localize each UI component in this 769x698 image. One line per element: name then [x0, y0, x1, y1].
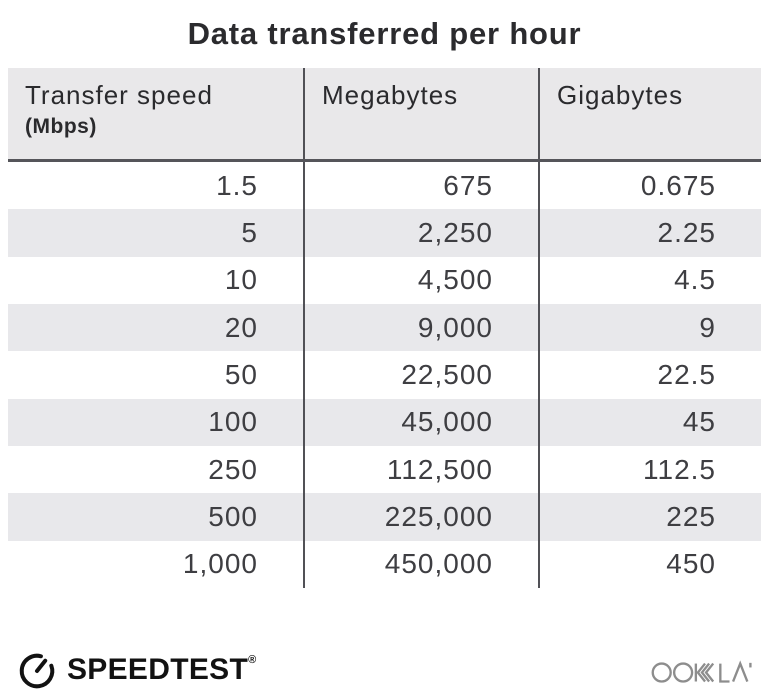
cell-speed: 250	[208, 453, 258, 485]
cell-megabytes: 4,500	[303, 256, 538, 304]
table-row: 500 225,000 225	[8, 493, 761, 541]
cell-megabytes: 9,000	[303, 303, 538, 352]
ookla-logo	[651, 659, 752, 683]
cell-gigabytes: 22.5	[538, 351, 761, 399]
page-title: Data transferred per hour	[187, 16, 582, 51]
cell-gigabytes: 2.25	[538, 209, 761, 257]
cell-gigabytes: 0.675	[538, 162, 761, 210]
cell-speed: 1,000	[182, 548, 258, 580]
speedometer-gauge-icon	[19, 653, 55, 689]
cell-megabytes: 2,250	[303, 209, 538, 257]
table-row: 10 4,500 4.5	[8, 256, 761, 304]
table-row: 20 9,000 9	[8, 303, 761, 352]
cell-gigabytes: 4.5	[538, 256, 761, 304]
cell-megabytes: 45,000	[303, 398, 538, 446]
cell-speed: 100	[208, 406, 258, 438]
table-header-row: Transfer speed (Mbps) Megabytes Gigabyte…	[8, 68, 761, 162]
table-row: 1,000 450,000 450	[8, 540, 761, 588]
speedtest-label: SPEEDTEST	[67, 653, 249, 686]
speedtest-logo: SPEEDTEST®	[16, 649, 256, 691]
speedtest-wordmark: SPEEDTEST®	[67, 653, 256, 687]
cell-gigabytes: 225	[538, 493, 761, 541]
footer: SPEEDTEST®	[16, 646, 755, 694]
header-megabytes: Megabytes	[303, 68, 538, 159]
cell-speed: 20	[224, 311, 258, 343]
cell-gigabytes: 9	[538, 303, 761, 352]
table-row: 250 112,500 112.5	[8, 445, 761, 494]
cell-megabytes: 675	[303, 162, 538, 210]
registered-trademark-icon: ®	[248, 654, 257, 666]
cell-gigabytes: 45	[538, 398, 761, 446]
header-gigabytes: Gigabytes	[538, 68, 761, 159]
cell-megabytes: 22,500	[303, 351, 538, 399]
cell-gigabytes: 112.5	[538, 445, 761, 494]
cell-speed: 10	[224, 264, 258, 296]
header-transfer-speed-label: Transfer speed	[25, 80, 213, 110]
cell-speed: 5	[241, 216, 258, 248]
table-row: 5 2,250 2.25	[8, 209, 761, 257]
data-table: Transfer speed (Mbps) Megabytes Gigabyte…	[8, 68, 761, 588]
table-row: 50 22,500 22.5	[8, 351, 761, 399]
cell-megabytes: 450,000	[303, 540, 538, 588]
header-transfer-speed: Transfer speed (Mbps)	[8, 68, 303, 159]
cell-gigabytes: 450	[538, 540, 761, 588]
table-row: 1.5 675 0.675	[8, 162, 761, 210]
cell-speed: 1.5	[216, 169, 258, 201]
header-mbps-unit: (Mbps)	[25, 115, 97, 139]
cell-speed: 500	[208, 500, 258, 532]
cell-speed: 50	[224, 358, 258, 390]
cell-megabytes: 112,500	[303, 445, 538, 494]
table-row: 100 45,000 45	[8, 398, 761, 446]
cell-megabytes: 225,000	[303, 493, 538, 541]
